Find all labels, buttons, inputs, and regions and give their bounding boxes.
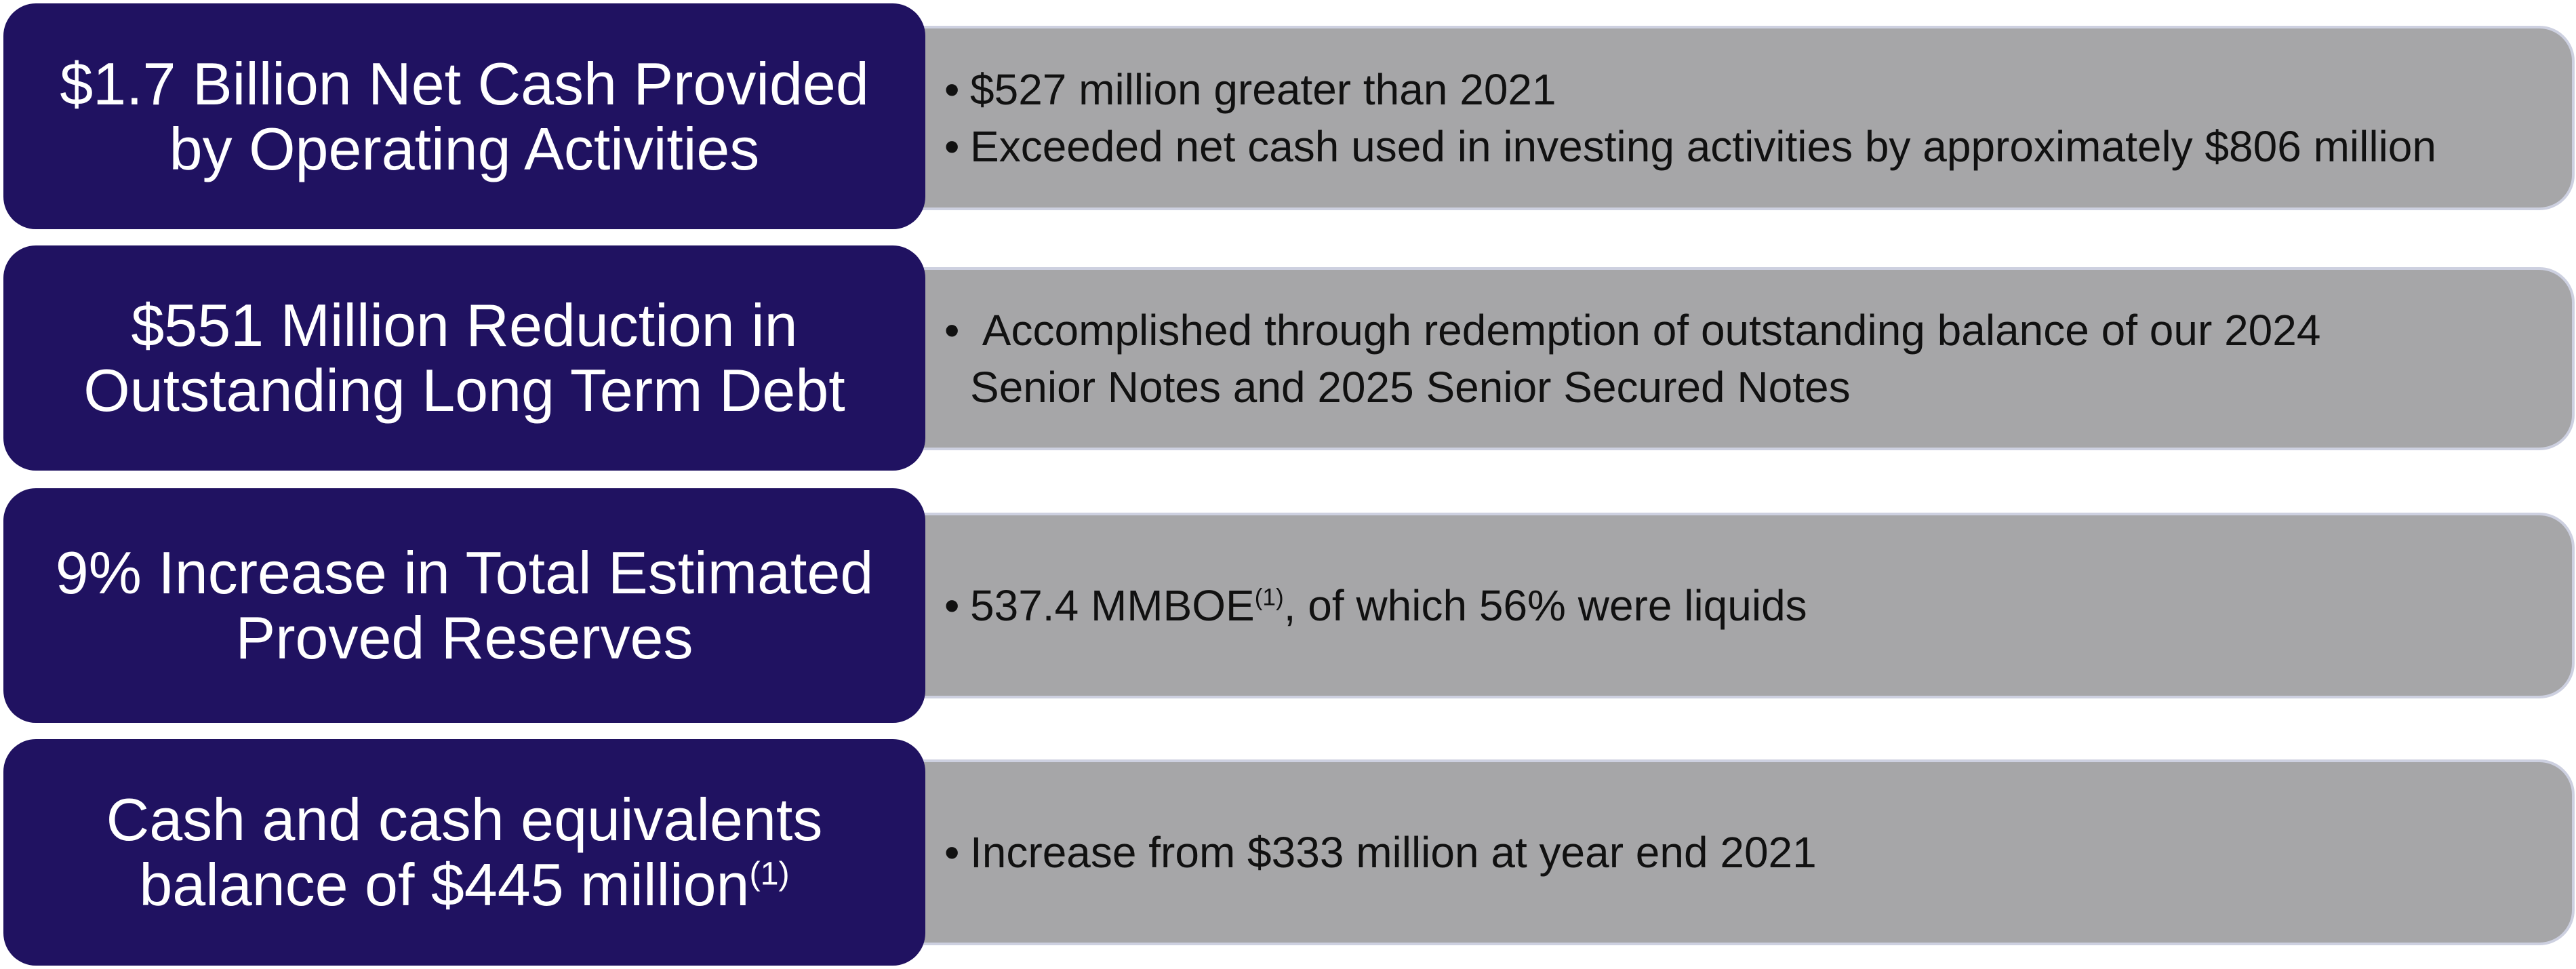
headline-line: Proved Reserves: [235, 604, 693, 671]
detail-panel-2: • Accomplished through redemption of out…: [912, 267, 2575, 450]
headline-box-1: $1.7 Billion Net Cash Provided by Operat…: [3, 3, 925, 229]
bullet-icon: •: [944, 122, 960, 171]
bullet-item: • Accomplished through redemption of out…: [944, 302, 2572, 416]
bullet-item: • Increase from $333 million at year end…: [944, 824, 2572, 881]
headline-box-3: 9% Increase in Total Estimated Proved Re…: [3, 488, 925, 723]
headline-line: Cash and cash equivalents: [106, 786, 823, 853]
bullet-icon: •: [944, 581, 960, 630]
headline-line: 9% Increase in Total Estimated: [55, 539, 874, 606]
bullet-item: • $527 million greater than 2021: [944, 61, 2572, 118]
headline-line: $551 Million Reduction in: [131, 292, 798, 359]
headline-line: balance of $445 million(1): [139, 851, 790, 918]
bullet-icon: •: [944, 306, 960, 355]
headline-line: by Operating Activities: [169, 115, 760, 182]
bullet-item: • 537.4 MMBOE(1), of which 56% were liqu…: [944, 577, 2572, 634]
headline-box-4: Cash and cash equivalents balance of $44…: [3, 739, 925, 966]
detail-panel-1: • $527 million greater than 2021 • Excee…: [912, 26, 2575, 210]
headline-line: Outstanding Long Term Debt: [83, 357, 845, 424]
bullet-icon: •: [944, 65, 960, 114]
headline-box-2: $551 Million Reduction in Outstanding Lo…: [3, 245, 925, 471]
bullet-item: • Exceeded net cash used in investing ac…: [944, 118, 2572, 175]
headline-line: $1.7 Billion Net Cash Provided: [60, 50, 869, 117]
bullet-icon: •: [944, 828, 960, 877]
detail-panel-3: • 537.4 MMBOE(1), of which 56% were liqu…: [912, 513, 2575, 698]
detail-panel-4: • Increase from $333 million at year end…: [912, 759, 2575, 945]
